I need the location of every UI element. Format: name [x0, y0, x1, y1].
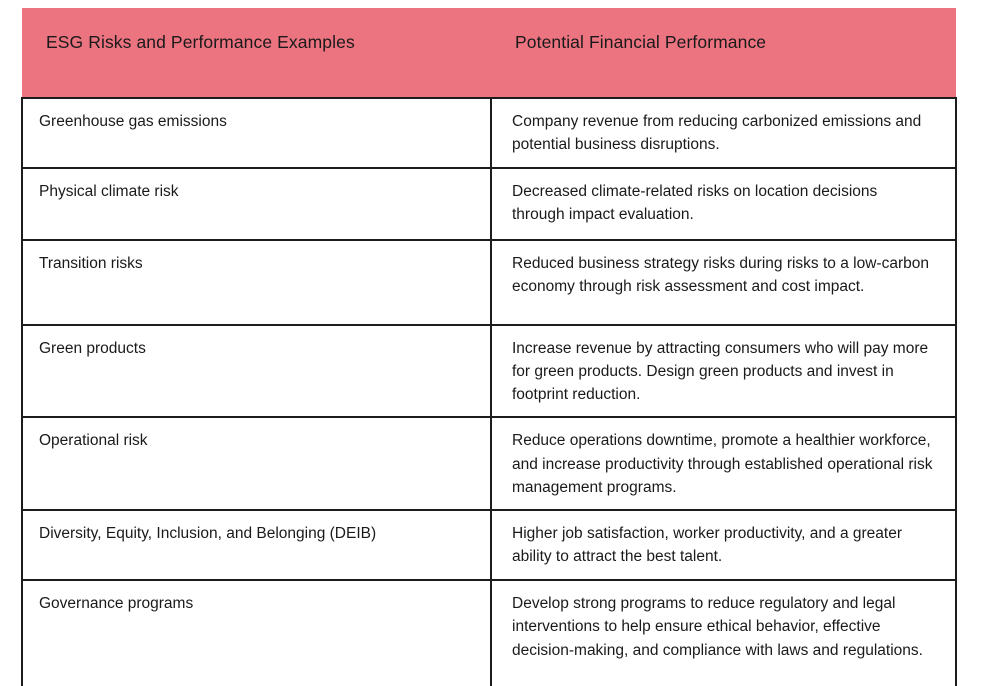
esg-risks-table: ESG Risks and Performance Examples Poten…: [21, 8, 957, 686]
risk-cell: Greenhouse gas emissions: [21, 97, 492, 169]
risk-cell: Physical climate risk: [21, 166, 492, 241]
risk-cell: Governance programs: [21, 579, 492, 686]
performance-cell: Reduce operations downtime, promote a he…: [490, 416, 957, 511]
performance-cell: Company revenue from reducing carbonized…: [490, 97, 957, 169]
table-row: Operational risk Reduce operations downt…: [21, 416, 957, 511]
table-header: ESG Risks and Performance Examples Poten…: [22, 8, 956, 98]
table-row: Greenhouse gas emissions Company revenue…: [21, 97, 957, 169]
table-row: Governance programs Develop strong progr…: [21, 579, 957, 686]
table-row: Transition risks Reduced business strate…: [21, 238, 957, 326]
performance-cell: Higher job satisfaction, worker producti…: [490, 509, 957, 581]
risk-cell: Transition risks: [21, 238, 492, 326]
performance-cell: Reduced business strategy risks during r…: [490, 238, 957, 326]
risk-cell: Green products: [21, 323, 492, 419]
table-row: Green products Increase revenue by attra…: [21, 323, 957, 419]
table-row: Physical climate risk Decreased climate-…: [21, 166, 957, 241]
performance-cell: Increase revenue by attracting consumers…: [490, 323, 957, 419]
performance-cell: Develop strong programs to reduce regula…: [490, 579, 957, 686]
header-financial-performance: Potential Financial Performance: [491, 8, 956, 98]
risk-cell: Diversity, Equity, Inclusion, and Belong…: [21, 509, 492, 581]
risk-cell: Operational risk: [21, 416, 492, 511]
performance-cell: Decreased climate-related risks on locat…: [490, 166, 957, 241]
header-esg-risks: ESG Risks and Performance Examples: [22, 8, 491, 98]
table-row: Diversity, Equity, Inclusion, and Belong…: [21, 509, 957, 581]
